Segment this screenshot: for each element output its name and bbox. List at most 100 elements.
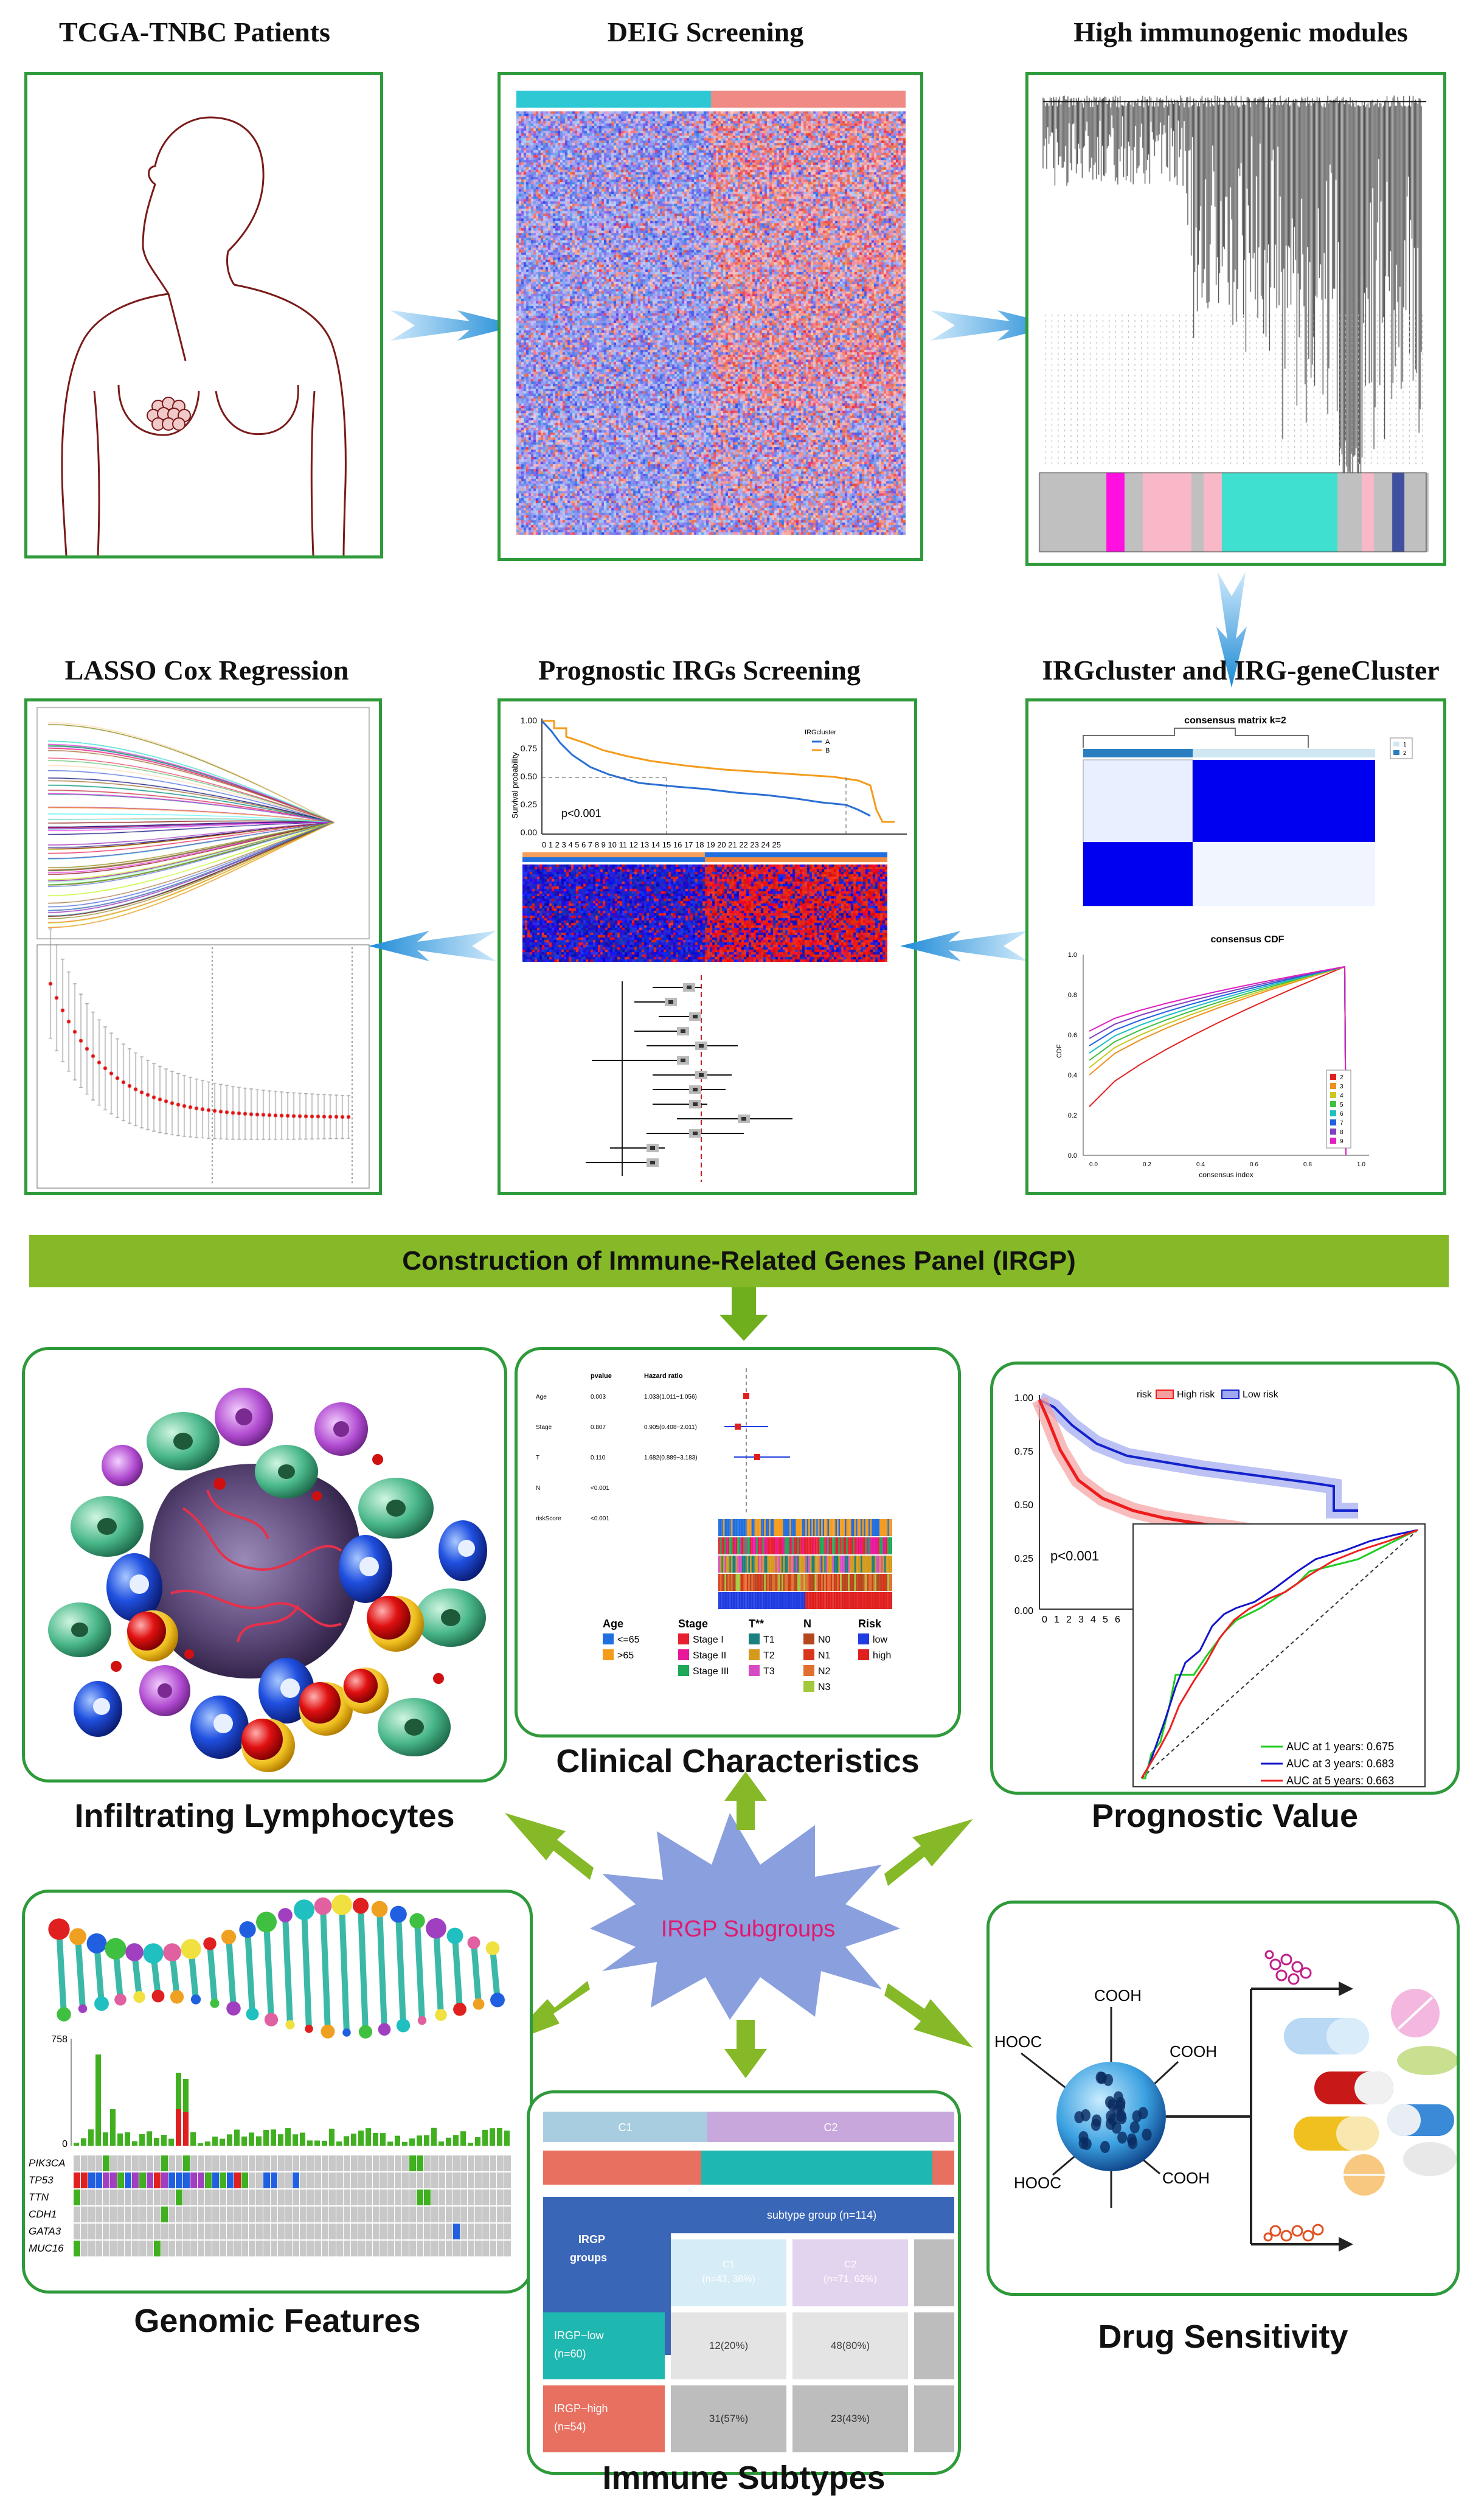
cdf-ytick: 1.0 xyxy=(1068,951,1077,959)
consensus-plots: consensus matrix k=2 1 2 consensus CDF 1… xyxy=(1056,715,1413,1179)
svg-text:<=65: <=65 xyxy=(617,1635,640,1645)
svg-text:N2: N2 xyxy=(818,1666,831,1677)
svg-text:T**: T** xyxy=(749,1618,764,1630)
svg-text:5: 5 xyxy=(1340,1102,1344,1108)
svg-text:Age: Age xyxy=(536,1394,547,1400)
cdf-ytick: 0.0 xyxy=(1068,1152,1077,1160)
prog-xtick: 4 xyxy=(1090,1615,1096,1625)
prog-ytick: 1.00 xyxy=(1014,1393,1033,1404)
immune-low-c1: 12(20%) xyxy=(709,2340,748,2351)
svg-text:1.033(1.011−1.056): 1.033(1.011−1.056) xyxy=(644,1394,697,1400)
immune-high-c2: 23(43%) xyxy=(831,2413,870,2424)
svg-text:7: 7 xyxy=(1340,1120,1344,1127)
km-ytick: 1.00 xyxy=(521,715,537,725)
prog-legend-low: Low risk xyxy=(1243,1390,1279,1400)
genomic-ymax: 758 xyxy=(51,2034,68,2045)
genomic-ymin: 0 xyxy=(62,2139,68,2149)
prognostic-plots: 1.00 0.75 0.50 0.25 0.00 0 1 2 3 4 5 6 r… xyxy=(1014,1390,1426,1787)
svg-text:0.003: 0.003 xyxy=(591,1394,606,1400)
svg-text:MUC16: MUC16 xyxy=(29,2242,64,2254)
immune-panel: C1 C2 IRGP groups subtype group (n=114) … xyxy=(527,2090,961,2475)
clinical-header-hr: Hazard ratio xyxy=(644,1372,683,1380)
svg-text:N3: N3 xyxy=(818,1682,831,1692)
auc-5y: AUC at 5 years: 0.663 xyxy=(1286,1775,1394,1787)
arrow-to-drug xyxy=(884,1983,973,2048)
svg-text:N0: N0 xyxy=(818,1635,831,1645)
cdf-xtick: 0.8 xyxy=(1303,1161,1312,1168)
genomic-panel: 758 0 PIK3CA TP53 TTN CDH1 GATA3 MUC16 xyxy=(22,1890,533,2294)
lasso-panel xyxy=(24,698,382,1195)
irgcluster-panel: consensus matrix k=2 1 2 consensus CDF 1… xyxy=(1025,698,1446,1195)
cdf-ytick: 0.2 xyxy=(1068,1112,1077,1119)
arrow-to-infiltrating xyxy=(505,1813,594,1880)
tcga-patient-panel xyxy=(24,72,383,558)
title-infiltrating: Infiltrating Lymphocytes xyxy=(74,1798,455,1834)
km-xticks: 0 1 2 3 4 5 6 7 8 9 10 11 12 13 14 15 16… xyxy=(542,840,781,849)
prognostic-irgs-panel: 1.00 0.75 0.50 0.25 0.00 Survival probab… xyxy=(498,698,917,1195)
km-ytick: 0.00 xyxy=(521,827,537,837)
title-tcga: TCGA-TNBC Patients xyxy=(59,16,330,47)
km-ylabel: Survival probability xyxy=(510,752,519,819)
prog-xtick: 6 xyxy=(1115,1615,1120,1625)
drug-label-cooh3: COOH xyxy=(1162,2169,1210,2187)
cdf-xtick: 0.2 xyxy=(1143,1161,1151,1168)
cdf-xtick: 1.0 xyxy=(1357,1161,1365,1168)
svg-text:4: 4 xyxy=(1340,1093,1344,1099)
svg-text:CDH1: CDH1 xyxy=(29,2208,57,2220)
immune-sub-c1-n: (n=43, 38%) xyxy=(702,2274,755,2284)
svg-text:<0.001: <0.001 xyxy=(591,1515,609,1522)
km-pvalue: p<0.001 xyxy=(561,807,602,819)
drug-label-hooc2: HOOC xyxy=(1014,2174,1061,2192)
cdf-ytick: 0.4 xyxy=(1068,1072,1077,1079)
consensus-legend-1: 1 xyxy=(1403,742,1407,748)
forest-plot xyxy=(586,975,792,1182)
cdf-ytick: 0.8 xyxy=(1068,992,1077,999)
title-prognostic-irgs: Prognostic IRGs Screening xyxy=(538,655,861,686)
svg-text:0.807: 0.807 xyxy=(591,1424,606,1431)
immune-high-c1: 31(57%) xyxy=(709,2413,748,2424)
arrow-cluster-to-prognostic xyxy=(900,931,1028,961)
svg-text:GATA3: GATA3 xyxy=(29,2225,61,2237)
title-modules: High immunogenic modules xyxy=(1073,16,1408,47)
prog-xtick: 5 xyxy=(1103,1615,1108,1625)
cdf-title: consensus CDF xyxy=(1211,934,1285,945)
prog-pvalue: p<0.001 xyxy=(1050,1548,1099,1564)
immune-groups-label-2: groups xyxy=(570,2252,607,2264)
prog-legend-high: High risk xyxy=(1177,1390,1215,1400)
cdf-xtick: 0.6 xyxy=(1250,1161,1258,1168)
immune-low-label: IRGP−low xyxy=(554,2329,605,2342)
immune-c2-header: C2 xyxy=(823,2121,837,2134)
arrow-to-immune xyxy=(724,2020,767,2078)
consensus-matrix-title: consensus matrix k=2 xyxy=(1184,715,1286,726)
purple-cells xyxy=(102,1388,368,1716)
irgp-subgroups-label: IRGP Subgroups xyxy=(661,1916,836,1942)
svg-text:1.682(0.889−3.183): 1.682(0.889−3.183) xyxy=(644,1455,698,1461)
arrow-modules-to-cluster xyxy=(1216,572,1247,687)
teal-cells xyxy=(48,1412,486,1756)
auc-1y: AUC at 1 years: 0.675 xyxy=(1286,1741,1394,1753)
svg-text:T3: T3 xyxy=(763,1666,775,1677)
svg-text:N: N xyxy=(803,1618,811,1630)
km-legend-a: A xyxy=(825,739,830,746)
deig-heatmap-panel xyxy=(498,72,923,561)
svg-text:T1: T1 xyxy=(763,1635,775,1645)
title-deig: DEIG Screening xyxy=(607,16,804,47)
prog-ytick: 0.75 xyxy=(1014,1447,1033,1457)
svg-text:0.905(0.408−2.011): 0.905(0.408−2.011) xyxy=(644,1424,697,1431)
prog-ytick: 0.00 xyxy=(1014,1606,1033,1616)
title-clinical: Clinical Characteristics xyxy=(556,1743,920,1779)
immune-table: C1 C2 IRGP groups subtype group (n=114) … xyxy=(543,2112,954,2452)
cdf-xlabel: consensus index xyxy=(1199,1170,1253,1179)
prog-xtick: 0 xyxy=(1042,1615,1047,1625)
irgp-subgroups-star xyxy=(590,1813,900,2020)
km-ytick: 0.75 xyxy=(521,743,537,753)
svg-text:Stage II: Stage II xyxy=(693,1651,726,1661)
svg-text:9: 9 xyxy=(1340,1138,1344,1145)
immune-groups-label-1: IRGP xyxy=(578,2233,605,2245)
svg-text:low: low xyxy=(873,1635,887,1645)
svg-text:PIK3CA: PIK3CA xyxy=(29,2157,65,2169)
construction-banner: Construction of Immune-Related Genes Pan… xyxy=(29,1235,1449,1287)
svg-text:Stage I: Stage I xyxy=(693,1635,724,1645)
svg-text:Risk: Risk xyxy=(858,1618,882,1630)
km-ytick: 0.50 xyxy=(521,771,537,781)
